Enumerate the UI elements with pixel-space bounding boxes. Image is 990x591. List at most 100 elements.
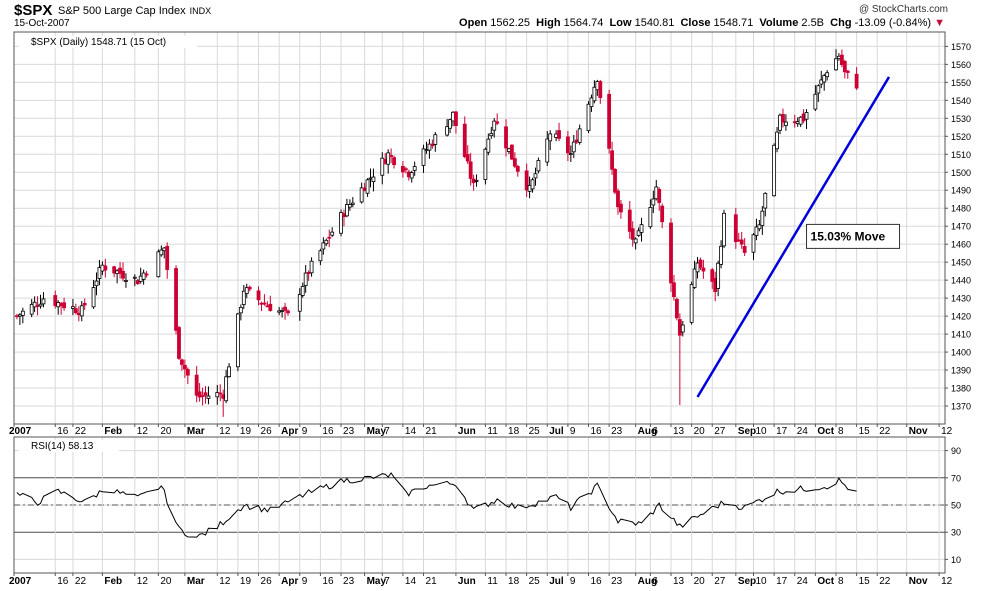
candle-body <box>433 134 438 145</box>
candle-body <box>262 302 267 305</box>
candle-body <box>365 179 370 194</box>
x-tick-label: Oct <box>817 426 834 437</box>
x-tick-label: 2007 <box>9 576 32 587</box>
x-tick-label: 13 <box>673 426 685 437</box>
candle-body <box>701 267 706 272</box>
x-tick-label: 13 <box>673 576 685 587</box>
candle-body <box>236 313 240 368</box>
candle-body <box>510 144 514 160</box>
ticker-symbol: $SPX <box>14 2 53 19</box>
candle-body <box>118 267 122 274</box>
price-tick-label: 1550 <box>951 78 971 88</box>
rsi-line <box>16 472 857 538</box>
candle-body <box>197 391 202 398</box>
candle-body <box>41 298 46 305</box>
x-tick-label: 10 <box>755 426 767 437</box>
candle-body <box>630 228 635 240</box>
price-tick-label: 1570 <box>951 42 971 52</box>
x-tick-label: Aug <box>638 576 657 587</box>
price-tick-label: 1470 <box>951 222 971 232</box>
candle-body <box>112 266 117 274</box>
price-tick-label: 1400 <box>951 348 971 358</box>
candle-body <box>303 272 308 286</box>
candle-body <box>409 172 414 179</box>
x-tick-label: 11 <box>487 576 498 587</box>
candle-body <box>286 310 290 314</box>
chart-header: $SPX S&P 500 Large Cap Index INDX 15-Oct-… <box>0 0 990 34</box>
x-tick-label: 14 <box>405 576 417 587</box>
candle-body <box>739 239 744 245</box>
x-tick-label: 24 <box>797 576 809 587</box>
x-tick-label: 26 <box>261 576 273 587</box>
x-tick-label: 7 <box>384 426 390 437</box>
volume-value: 2.5B <box>801 17 825 29</box>
low-value: 1540.81 <box>634 17 675 29</box>
candle-body <box>680 324 685 333</box>
x-tick-label: 20 <box>160 426 172 437</box>
x-tick-label: 24 <box>797 426 809 437</box>
candle-body <box>203 392 208 396</box>
x-tick-label: 26 <box>261 426 273 437</box>
candle-body <box>215 392 220 398</box>
x-tick-label: 20 <box>694 426 706 437</box>
candle-body <box>716 262 721 289</box>
candle-body <box>468 161 473 179</box>
candle-body <box>79 305 84 317</box>
candle-body <box>177 327 181 359</box>
candle-body <box>592 86 597 102</box>
price-tick-label: 1480 <box>951 204 971 214</box>
x-tick-label: 21 <box>426 426 438 437</box>
x-tick-label: 22 <box>879 426 891 437</box>
x-tick-label: Mar <box>187 576 205 587</box>
chg-label: Chg <box>830 17 852 29</box>
candle-body <box>297 293 302 312</box>
price-tick-label: 1380 <box>951 384 971 394</box>
rsi-axis: 10 30 50 70 90 <box>945 446 961 565</box>
candle-body <box>719 245 723 265</box>
candle-body <box>200 395 205 398</box>
rsi-panel-border <box>13 436 946 574</box>
candle-body <box>421 148 426 166</box>
candle-body <box>32 301 37 308</box>
x-tick-label: 6 <box>652 576 658 587</box>
candle-body <box>386 152 391 165</box>
candle-body <box>445 126 449 136</box>
candle-body <box>103 265 108 271</box>
x-tick-label: 25 <box>529 576 541 587</box>
candle-body <box>465 154 470 162</box>
rsi-legend-text: RSI(14) 58.13 <box>31 441 94 452</box>
price-axis: 1370 1380 1390 1400 1410 1420 1430 1440 1450 1460… <box>945 42 971 412</box>
watermark: @ StockCharts.com <box>858 4 948 15</box>
candle-body <box>62 302 66 309</box>
x-tick-label: 17 <box>776 576 788 587</box>
candle-body <box>825 72 830 78</box>
candle-body <box>672 282 676 298</box>
candle-body <box>327 236 332 239</box>
candle-body <box>689 284 694 323</box>
candle-body <box>524 170 529 191</box>
candle-body <box>339 212 343 234</box>
candle-body <box>489 133 494 137</box>
volume-label: Volume <box>759 17 799 29</box>
candle-body <box>483 148 488 180</box>
x-tick-label: 6 <box>652 426 658 437</box>
close-value: 1548.71 <box>713 17 754 29</box>
candle-body <box>495 121 500 124</box>
candle-body <box>165 245 170 270</box>
price-tick-label: 1520 <box>951 132 971 142</box>
candle-body <box>842 61 847 73</box>
x-tick-label: 20 <box>694 576 706 587</box>
x-tick-label: 9 <box>302 576 308 587</box>
x-tick-label: 18 <box>508 426 520 437</box>
x-tick-label: Jul <box>549 426 564 437</box>
candle-body <box>486 138 491 153</box>
candle-body <box>403 168 408 171</box>
x-tick-label: 17 <box>776 426 788 437</box>
x-tick-label: 7 <box>384 576 390 587</box>
candle-body <box>598 81 603 98</box>
candle-body <box>657 188 662 203</box>
candle-body <box>29 304 34 315</box>
candle-body <box>804 112 809 120</box>
candle-body <box>571 141 576 153</box>
